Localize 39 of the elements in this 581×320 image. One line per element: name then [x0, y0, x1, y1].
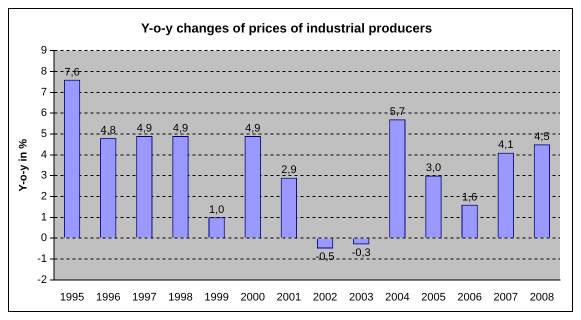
x-tick-label: 2001	[276, 291, 302, 304]
data-label: -0,3	[352, 246, 371, 259]
data-label: 4,9	[172, 122, 188, 135]
data-label: 4,9	[136, 122, 152, 135]
x-tick-label: 2005	[421, 291, 446, 304]
y-tick-label: 6	[40, 107, 47, 120]
x-tick-label: 1995	[60, 291, 84, 304]
x-tick-label: 1999	[204, 291, 229, 304]
y-tick-label: 2	[40, 190, 47, 202]
data-label: 4,8	[100, 124, 116, 137]
chart-title: Y-o-y changes of prices of industrial producers	[140, 20, 432, 36]
x-tick-label: 2007	[494, 291, 518, 304]
x-tick-label: 2000	[240, 291, 266, 304]
y-tick-label: -1	[37, 252, 47, 265]
data-label: 3,0	[426, 162, 442, 174]
data-label: 1,0	[208, 204, 224, 216]
data-label: 4,9	[245, 122, 260, 135]
y-axis-title: Y-o-y in %	[18, 138, 30, 192]
y-tick-label: 5	[40, 128, 47, 140]
x-tick-label: 2002	[312, 291, 338, 304]
data-label: 2,9	[281, 164, 297, 176]
y-tick-label: -2	[37, 274, 47, 286]
y-tick-label: 7	[40, 86, 47, 98]
data-label: 4,5	[534, 130, 550, 143]
y-tick-label: 9	[40, 44, 47, 57]
x-tick-label: 2003	[348, 291, 374, 304]
y-tick-label: 1	[40, 211, 47, 224]
y-tick-label: 0	[40, 232, 47, 244]
y-tick-label: 8	[40, 65, 47, 78]
x-tick-label: 1997	[132, 291, 157, 304]
x-tick-label: 1998	[168, 291, 193, 304]
x-tick-label: 2004	[385, 291, 410, 304]
data-label: 4,1	[498, 139, 514, 152]
y-tick-label: 4	[40, 148, 47, 161]
x-tick-label: 2006	[457, 291, 482, 304]
data-label: 5,7	[390, 106, 405, 118]
x-tick-label: 1996	[96, 291, 120, 304]
y-tick-label: 3	[40, 170, 47, 182]
x-tick-label: 2008	[530, 291, 554, 304]
